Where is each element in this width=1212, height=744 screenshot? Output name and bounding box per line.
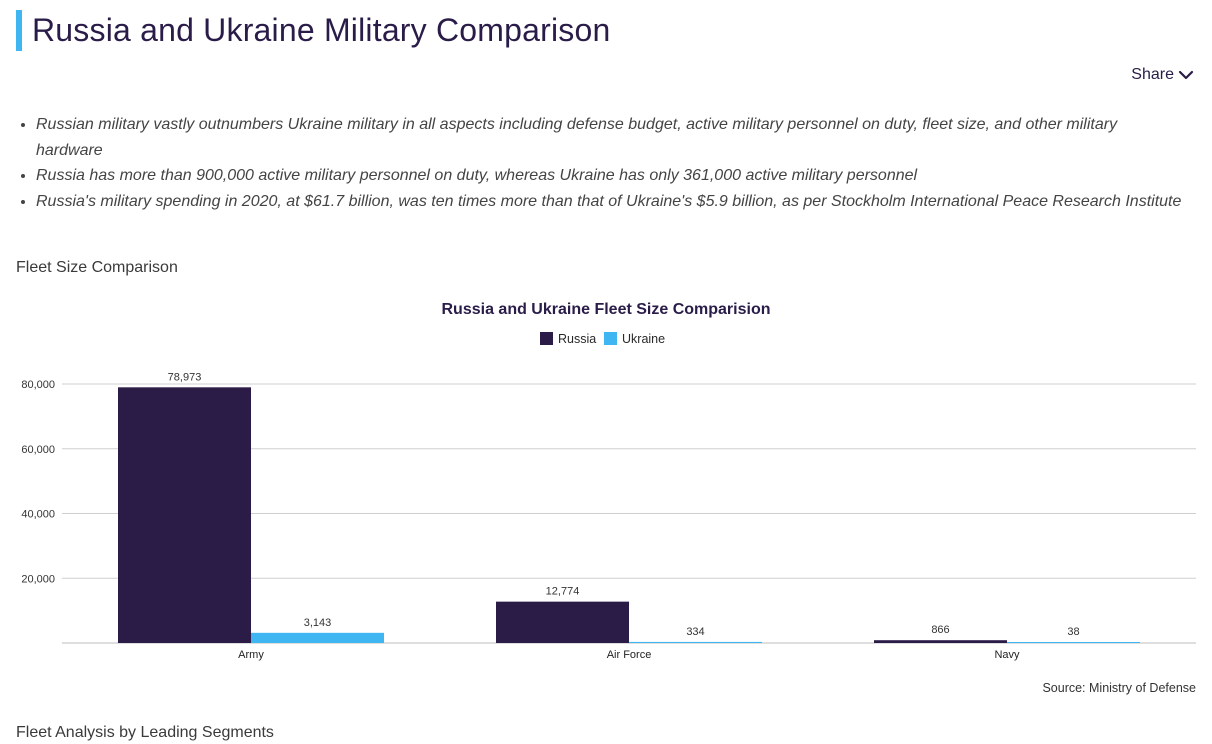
bar-russia-air-force[interactable] [496, 601, 629, 643]
share-button[interactable]: Share [1131, 66, 1194, 84]
fleet-chart-svg: Russia and Ukraine Fleet Size Comparisio… [21, 301, 1196, 661]
y-tick-label: 40,000 [21, 509, 55, 521]
bullet-item: Russia's military spending in 2020, at $… [36, 189, 1186, 215]
legend-item-russia[interactable]: Russia [540, 332, 596, 346]
data-label: 3,143 [304, 617, 332, 629]
data-label: 866 [931, 624, 949, 636]
title-accent-bar [16, 10, 22, 51]
summary-bullets: Russian military vastly outnumbers Ukrai… [16, 112, 1186, 215]
chevron-down-icon [1178, 69, 1194, 81]
bar-ukraine-air-force[interactable] [629, 641, 762, 643]
section-heading-fleet: Fleet Size Comparison [16, 259, 178, 276]
fleet-chart: Russia and Ukraine Fleet Size Comparisio… [0, 292, 1212, 712]
legend-label: Russia [558, 332, 596, 346]
bullet-item: Russian military vastly outnumbers Ukrai… [36, 112, 1186, 163]
chart-source: Source: Ministry of Defense [1042, 681, 1196, 695]
share-label: Share [1131, 66, 1174, 83]
chart-bars: 78,973 3,143 12,774 334 866 38 [118, 371, 1140, 643]
y-axis: 20,000 40,000 60,000 80,000 [21, 379, 55, 585]
x-axis: Army Air Force Navy [238, 649, 1020, 661]
data-label: 38 [1067, 626, 1079, 638]
y-tick-label: 60,000 [21, 444, 55, 456]
x-tick-label: Air Force [607, 649, 652, 661]
y-tick-label: 80,000 [21, 379, 55, 391]
x-tick-label: Army [238, 649, 264, 661]
bar-ukraine-navy[interactable] [1007, 642, 1140, 643]
bar-russia-navy[interactable] [874, 640, 1007, 643]
legend-label: Ukraine [622, 332, 665, 346]
bar-russia-army[interactable] [118, 387, 251, 643]
page-title: Russia and Ukraine Military Comparison [32, 12, 611, 48]
legend-swatch [540, 332, 553, 345]
chart-legend: Russia Ukraine [540, 332, 665, 346]
section-heading-analysis: Fleet Analysis by Leading Segments [16, 724, 274, 741]
bar-ukraine-army[interactable] [251, 632, 384, 643]
chart-title: Russia and Ukraine Fleet Size Comparisio… [442, 301, 771, 318]
bullet-item: Russia has more than 900,000 active mili… [36, 163, 1186, 189]
legend-swatch [604, 332, 617, 345]
x-tick-label: Navy [994, 649, 1020, 661]
y-tick-label: 20,000 [21, 573, 55, 585]
data-label: 334 [686, 626, 704, 638]
data-label: 78,973 [168, 371, 202, 383]
legend-item-ukraine[interactable]: Ukraine [604, 332, 665, 346]
data-label: 12,774 [546, 586, 580, 598]
